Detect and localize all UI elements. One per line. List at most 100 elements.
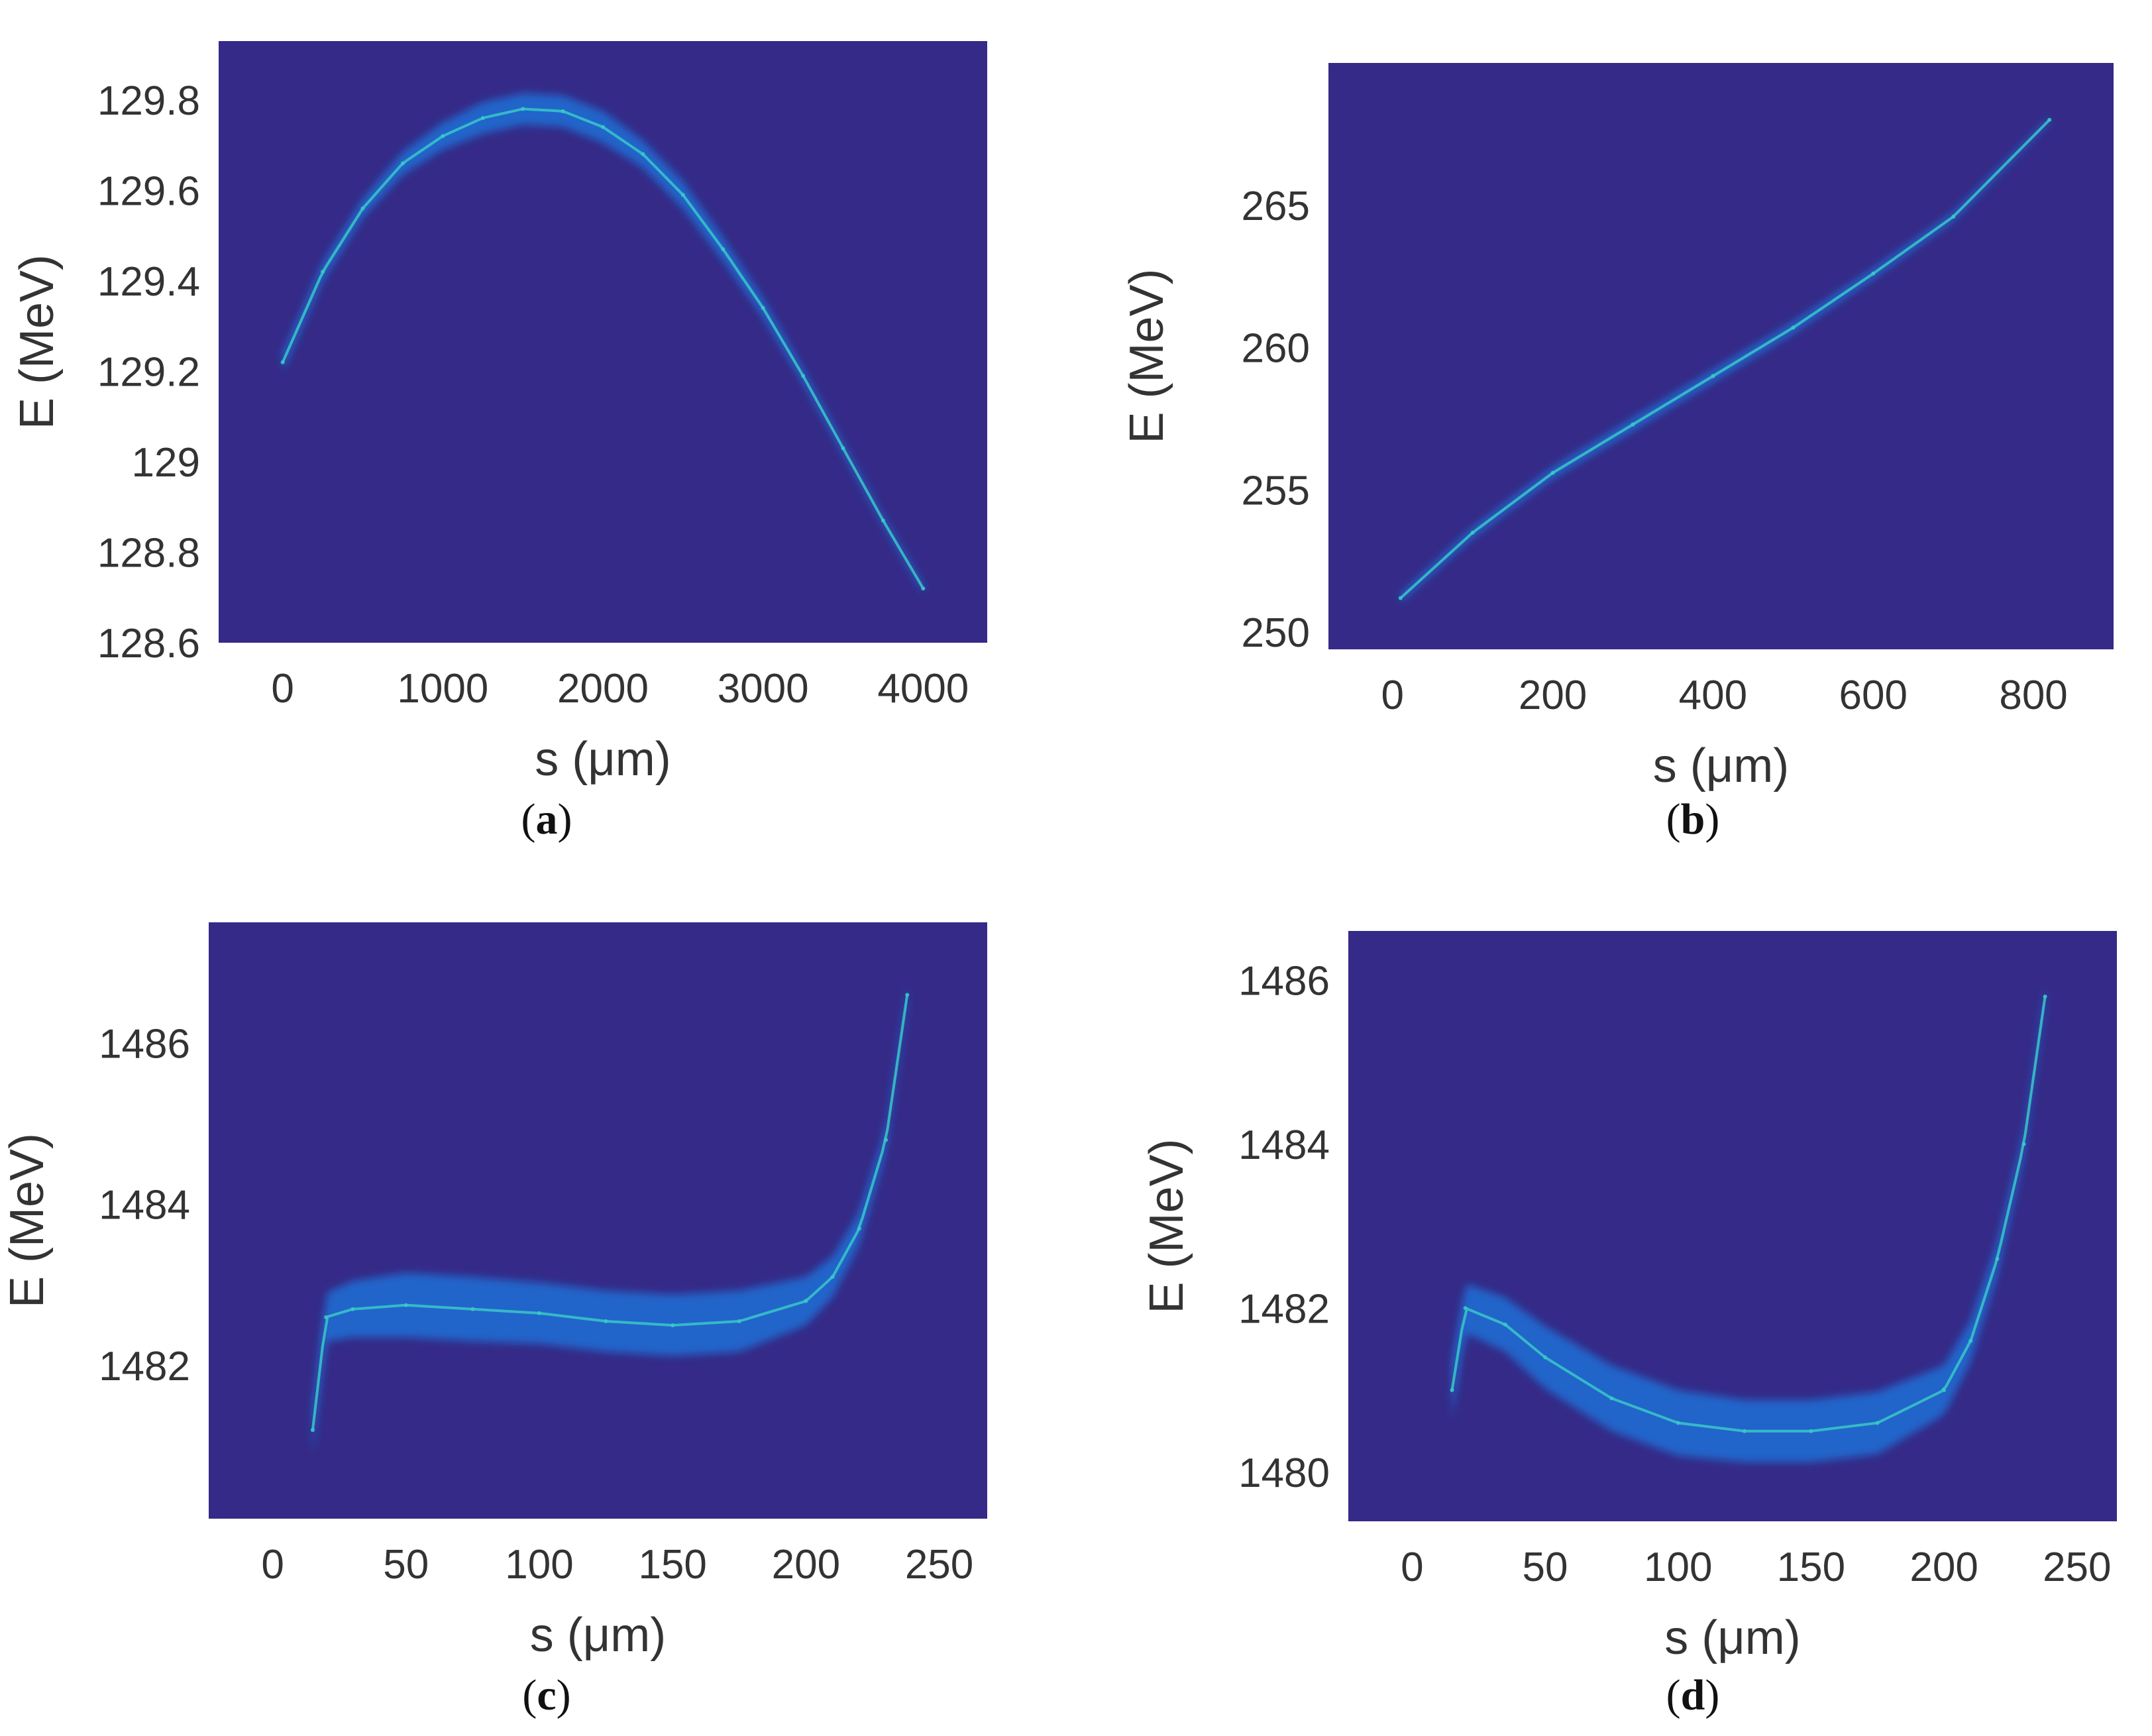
data-point-c-1 (324, 1315, 329, 1319)
data-point-b-6 (1871, 271, 1876, 276)
data-point-c-0 (310, 1428, 315, 1433)
data-point-d-7 (1809, 1429, 1813, 1433)
data-point-d-8 (1875, 1421, 1880, 1425)
data-point-a-13 (801, 374, 806, 378)
panel-d: 0 50 100 150 200 250 1480 1482 1484 1486 s (μm) E (… (1140, 931, 2117, 1719)
data-point-c-4 (470, 1307, 475, 1311)
data-point-d-5 (1676, 1421, 1680, 1425)
x-tick-label-c-4: 200 (772, 1542, 840, 1588)
data-point-c-8 (737, 1319, 741, 1324)
data-point-a-15 (881, 518, 885, 523)
x-tick-label-b-3: 600 (1839, 673, 1908, 718)
data-point-d-0 (1450, 1388, 1454, 1392)
data-point-a-10 (680, 193, 685, 197)
caption-a: (a) (521, 795, 572, 843)
caption-b: (b) (1666, 795, 1720, 843)
y-axis-label-b: E (MeV) (1120, 268, 1173, 443)
y-tick-label-b-2: 260 (1242, 326, 1310, 372)
x-tick-label-d-3: 150 (1777, 1545, 1845, 1590)
beam-core-line-b (1399, 119, 2051, 600)
x-tick-label-d-0: 0 (1401, 1545, 1423, 1590)
beam-core-line-c (311, 995, 909, 1431)
beam-band-c (312, 985, 908, 1454)
data-point-c-7 (671, 1323, 675, 1328)
data-point-a-0 (280, 360, 285, 364)
x-axis-label-a: s (μm) (535, 733, 671, 786)
data-point-d-3 (1543, 1355, 1548, 1360)
data-point-c-5 (537, 1311, 541, 1315)
y-tick-label-d-1: 1482 (1238, 1286, 1330, 1332)
data-point-b-2 (1550, 470, 1555, 475)
x-axis-label-d: s (μm) (1664, 1611, 1800, 1664)
data-point-b-5 (1791, 325, 1796, 330)
x-axis-label-b: s (μm) (1653, 739, 1789, 792)
y-tick-label-b-0: 250 (1242, 610, 1310, 656)
data-point-b-4 (1711, 374, 1715, 378)
data-point-a-4 (441, 134, 445, 138)
x-tick-label-a-3: 3000 (718, 666, 809, 712)
y-tick-label-c-0: 1482 (99, 1344, 190, 1389)
y-tick-label-b-3: 265 (1242, 184, 1310, 229)
data-point-c-3 (404, 1303, 408, 1307)
data-point-c-2 (350, 1307, 355, 1311)
data-point-a-9 (641, 152, 645, 156)
plot-area-b (1328, 63, 2114, 649)
caption-d: (d) (1666, 1671, 1720, 1719)
y-tick-label-a-3: 129.2 (97, 349, 200, 395)
data-point-c-13 (905, 993, 910, 997)
data-point-a-6 (521, 107, 525, 111)
y-tick-label-a-2: 129 (132, 440, 200, 486)
y-tick-label-a-5: 129.6 (97, 168, 200, 214)
data-point-a-14 (841, 446, 845, 451)
x-tick-label-b-2: 400 (1679, 673, 1747, 718)
y-tick-label-c-2: 1486 (99, 1021, 190, 1067)
data-point-c-9 (804, 1299, 808, 1303)
data-point-b-3 (1631, 422, 1635, 427)
x-tick-label-a-1: 1000 (397, 666, 488, 712)
x-tick-label-a-2: 2000 (557, 666, 649, 712)
data-point-a-16 (921, 586, 926, 591)
y-axis-label-a: E (MeV) (11, 254, 64, 429)
data-point-c-10 (830, 1275, 835, 1279)
data-point-d-4 (1609, 1396, 1614, 1401)
data-point-d-6 (1743, 1429, 1747, 1433)
y-tick-label-a-1: 128.8 (97, 530, 200, 576)
data-point-b-7 (1951, 214, 1956, 219)
x-tick-label-d-1: 50 (1523, 1545, 1568, 1590)
data-point-a-1 (321, 270, 325, 274)
data-point-d-2 (1503, 1323, 1507, 1327)
beam-core-line-d (1450, 996, 2047, 1433)
data-point-a-5 (480, 116, 485, 121)
data-point-a-11 (721, 247, 726, 252)
x-tick-label-c-5: 250 (905, 1542, 973, 1588)
data-point-b-8 (2047, 117, 2052, 122)
data-point-d-13 (2043, 995, 2047, 999)
data-point-a-3 (400, 161, 405, 166)
y-tick-label-c-1: 1484 (99, 1183, 190, 1228)
y-tick-label-a-0: 128.6 (97, 621, 200, 667)
x-tick-label-a-0: 0 (271, 666, 294, 712)
x-tick-label-c-0: 0 (261, 1542, 284, 1588)
y-tick-label-a-4: 129.4 (97, 259, 200, 305)
data-point-d-11 (1995, 1257, 2000, 1261)
y-axis-label-c: E (MeV) (1, 1133, 54, 1308)
x-tick-label-c-1: 50 (383, 1542, 429, 1588)
y-tick-label-d-0: 1480 (1238, 1450, 1330, 1496)
data-point-c-12 (884, 1138, 888, 1142)
data-point-a-12 (761, 305, 765, 310)
data-point-b-0 (1398, 596, 1403, 600)
data-point-a-7 (561, 109, 565, 113)
plot-area-c (209, 922, 987, 1519)
data-point-d-1 (1463, 1306, 1468, 1311)
x-tick-label-b-4: 800 (1999, 673, 2067, 718)
data-point-a-8 (601, 125, 605, 129)
y-tick-label-a-6: 129.8 (97, 78, 200, 124)
y-tick-label-d-2: 1484 (1238, 1122, 1330, 1168)
y-tick-label-d-3: 1486 (1238, 958, 1330, 1004)
data-point-c-11 (857, 1226, 861, 1231)
data-point-d-12 (2021, 1142, 2026, 1146)
panel-b: 0 200 400 600 800 250 255 260 265 s (μm) E (MeV) (b… (1120, 63, 2114, 843)
x-tick-label-b-0: 0 (1381, 673, 1403, 718)
x-tick-label-b-1: 200 (1519, 673, 1587, 718)
x-tick-label-c-3: 150 (638, 1542, 706, 1588)
